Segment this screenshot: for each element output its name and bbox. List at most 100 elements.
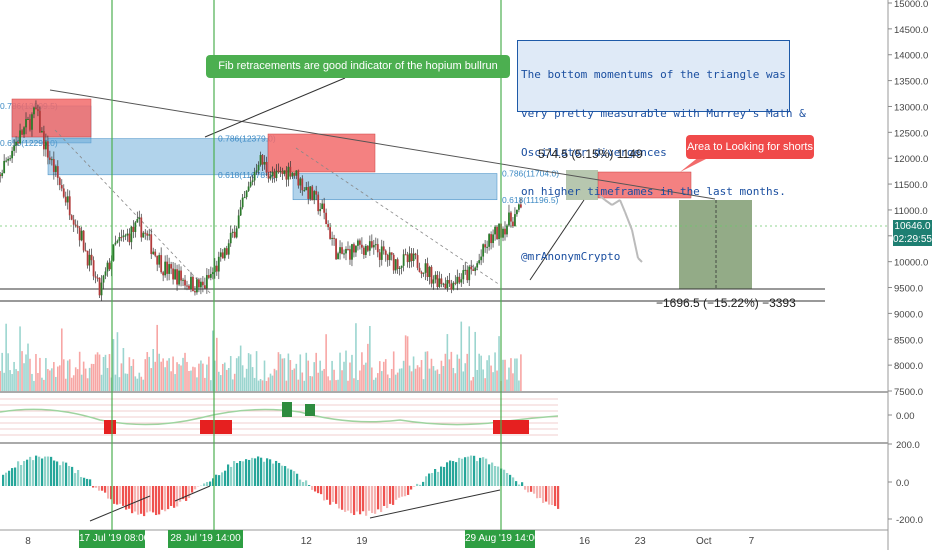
candle (345, 248, 347, 254)
momentum-bar (173, 486, 176, 508)
candle (372, 245, 375, 248)
candle (44, 141, 47, 150)
volume-bar (380, 371, 383, 391)
guide-line (54, 129, 213, 296)
candle (66, 196, 69, 203)
momentum-bar (302, 481, 305, 486)
candle (15, 141, 17, 146)
volume-bar (11, 374, 13, 391)
candle (510, 212, 512, 222)
volume-bar (218, 371, 220, 391)
candle (154, 251, 157, 256)
volume-bar (88, 367, 91, 391)
candle (349, 249, 351, 260)
momentum-bar (503, 469, 506, 486)
momentum-bar (542, 486, 545, 503)
momentum-bar (386, 486, 389, 509)
momentum-bar (527, 486, 530, 493)
candle (37, 109, 39, 111)
volume-bar (390, 368, 393, 391)
momentum-bar (77, 469, 80, 486)
candle (90, 254, 93, 261)
candle (404, 254, 407, 256)
candle (98, 277, 101, 296)
candle (271, 171, 274, 177)
candle (118, 237, 121, 241)
volume-bar (255, 351, 258, 391)
momentum-bar (533, 486, 536, 494)
candle (482, 244, 485, 257)
momentum-bar (290, 469, 293, 486)
candle (46, 141, 49, 158)
momentum-bar (122, 486, 125, 506)
candle (468, 266, 471, 281)
volume-bar (289, 360, 292, 391)
momentum-bar (8, 470, 11, 486)
volume-bar (359, 370, 361, 391)
volume-bar (371, 367, 373, 391)
candle (319, 209, 322, 212)
candle (434, 274, 437, 280)
volume-bar (237, 356, 240, 391)
y-tick-label: -200.0 (896, 515, 923, 526)
volume-bar (420, 360, 423, 391)
projection-path (604, 199, 613, 206)
candle (88, 254, 91, 266)
volume-bar (31, 373, 33, 391)
volume-bar (130, 365, 133, 391)
volume-bar (136, 378, 139, 391)
volume-bar (78, 351, 81, 391)
momentum-bar (278, 462, 281, 486)
candle (267, 172, 270, 179)
volume-bar (227, 368, 230, 391)
candle (62, 188, 65, 197)
fib-note[interactable]: Fib retracements are good indicator of t… (206, 55, 510, 95)
candle (78, 227, 81, 241)
volume-bar (160, 361, 162, 391)
candle (235, 228, 238, 238)
candle (506, 225, 508, 235)
volume-bar (84, 368, 87, 391)
momentum-bar (113, 486, 116, 504)
momentum-bar (512, 477, 515, 486)
candle (424, 263, 427, 273)
candle (323, 203, 326, 213)
short-zone-note[interactable]: Area to Looking for shorts (686, 135, 814, 159)
volume-bar (496, 370, 498, 391)
volume-bar (223, 362, 226, 391)
momentum-bar (539, 486, 542, 498)
momentum-bar (419, 484, 422, 486)
guide-line (295, 147, 501, 286)
analysis-note-line: Oscillator divergences (521, 146, 667, 159)
volume-bar (198, 363, 200, 391)
candle (305, 187, 308, 191)
volume-bar (3, 372, 5, 391)
volume-bar (382, 361, 385, 391)
momentum-bar (110, 486, 113, 500)
candle (243, 197, 246, 199)
volume-bar (353, 378, 355, 391)
candle (261, 155, 264, 165)
volume-bar (72, 375, 75, 391)
candle (11, 150, 13, 159)
volume-bar (434, 370, 437, 391)
momentum-bar (188, 486, 191, 498)
candle (190, 276, 192, 290)
candle (518, 204, 520, 210)
momentum-bar (344, 486, 347, 512)
candle (392, 254, 395, 271)
date-marker-1: 17 Jul '19 08:00 (79, 530, 149, 548)
y-tick-label: 11500.0 (894, 180, 928, 191)
volume-bar (102, 356, 105, 391)
volume-bar (138, 372, 141, 391)
momentum-bar (455, 462, 458, 486)
candle (440, 278, 443, 285)
momentum-bar (551, 486, 554, 506)
measure-down-label: −1696.5 (−15.22%) −3393 (656, 296, 796, 310)
analysis-note[interactable]: The bottom momentums of the triangle was… (517, 40, 806, 263)
candle (514, 214, 516, 227)
oscillator-extreme (493, 420, 529, 434)
volume-bar (27, 343, 29, 391)
candle (460, 279, 463, 283)
